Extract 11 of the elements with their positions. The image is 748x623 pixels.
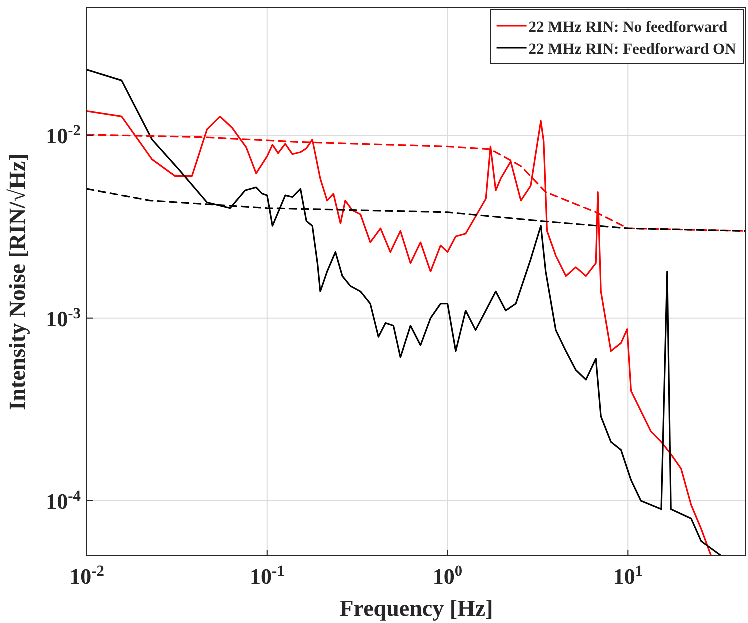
x-tick-label: 10$^{-1}$ (250, 562, 285, 589)
y-tick-label: 10$^{-2}$ (46, 122, 82, 149)
legend-label: 22 MHz RIN: No feedforward (528, 19, 728, 36)
y-axis-title: Intensity Noise [RIN/√Hz] (5, 154, 30, 410)
y-tick-label: 10$^{-4}$ (46, 488, 82, 514)
legend-label: 22 MHz RIN: Feedforward ON (528, 41, 736, 58)
x-tick-label: 10$^{-2}$ (70, 562, 105, 589)
y-tick-label: 10$^{-3}$ (46, 304, 82, 332)
x-tick-label: 10$^{1}$ (613, 562, 644, 589)
x-axis-title: Frequency [Hz] (340, 596, 494, 621)
x-tick-label: 10$^{0}$ (432, 562, 463, 589)
